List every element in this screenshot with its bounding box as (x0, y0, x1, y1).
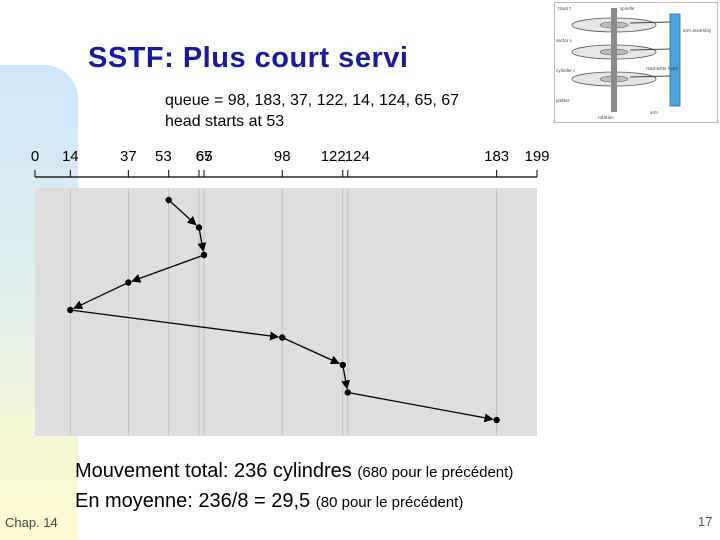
label-arm: arm (650, 110, 658, 115)
label-cylinder: cylinder c (556, 68, 575, 73)
tick-label-122: 122 (321, 148, 346, 165)
label-arm-assembly: arm assembly (683, 28, 712, 33)
request-point-122 (339, 361, 346, 369)
movement-panel (35, 188, 537, 436)
tick-label-67: 67 (196, 148, 213, 165)
page-number: 17 (698, 514, 713, 529)
tick-label-124: 124 (345, 148, 370, 165)
seek-segment-98-to-122 (281, 336, 340, 365)
tick-label-65: 65 (196, 148, 213, 165)
average-movement-text: En moyenne: 236/8 = 29,5 (80 pour le pré… (75, 490, 463, 513)
seek-segment-65-to-67 (197, 227, 207, 252)
chapter-label: Chap. 14 (5, 515, 58, 530)
request-point-124 (344, 389, 352, 396)
disk-structure-figure: track t spindle sector s arm assembly cy… (554, 2, 718, 123)
total-movement-main: Mouvement total: 236 cylindres (75, 460, 352, 482)
tick-label-199: 199 (524, 148, 549, 165)
request-point-98 (279, 334, 286, 341)
label-rotation: rotation (598, 115, 614, 120)
request-point-67 (200, 251, 208, 259)
tick-label-98: 98 (274, 148, 291, 165)
request-point-65 (195, 224, 203, 231)
average-movement-main: En moyenne: 236/8 = 29,5 (75, 490, 311, 512)
slide-title: SSTF: Plus court servi (88, 42, 409, 74)
total-movement-text: Mouvement total: 236 cylindres (680 pour… (75, 460, 513, 483)
tick-label-183: 183 (484, 148, 509, 165)
queue-text: queue = 98, 183, 37, 122, 14, 124, 65, 6… (165, 92, 460, 109)
label-sector: sector s (556, 38, 572, 43)
request-point-53 (165, 196, 172, 204)
tick-label-0: 0 (31, 148, 39, 165)
seek-segment-122-to-124 (341, 364, 351, 390)
seek-segment-37-to-14 (73, 281, 129, 309)
request-point-183 (493, 416, 500, 424)
seek-segment-14-to-98 (70, 309, 280, 341)
seek-segment-67-to-37 (131, 254, 205, 283)
head-start-text: head starts at 53 (165, 113, 285, 130)
average-movement-note: (80 pour le précédent) (315, 494, 464, 511)
tick-label-14: 14 (62, 148, 79, 165)
tick-label-37: 37 (120, 148, 137, 165)
total-movement-note: (680 pour le précédent) (357, 464, 514, 481)
label-track: track t (558, 6, 571, 11)
request-point-37 (125, 279, 132, 286)
label-spindle: spindle (620, 6, 635, 11)
label-read-write-head: read-write head (646, 66, 678, 71)
label-platter: platter (556, 98, 570, 103)
seek-segment-53-to-65 (168, 199, 197, 226)
request-point-14 (67, 306, 74, 314)
tick-label-53: 53 (155, 148, 172, 165)
seek-segment-124-to-183 (347, 391, 494, 423)
